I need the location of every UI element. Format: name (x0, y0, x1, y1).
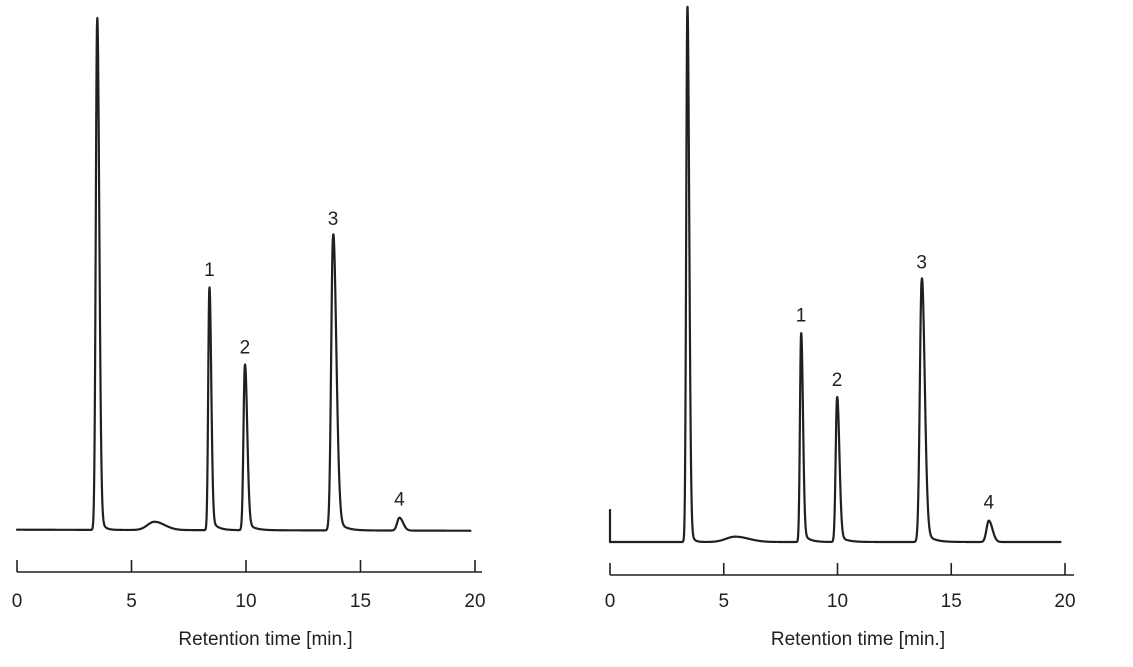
peak-label: 4 (983, 493, 994, 514)
peak-label: 1 (204, 260, 215, 281)
x-axis-title: Retention time [min.] (771, 629, 945, 650)
x-tick-label: 10 (235, 591, 256, 612)
x-axis-title: Retention time [min.] (178, 629, 352, 650)
peak-label: 3 (328, 209, 339, 230)
peak-label: 3 (916, 252, 927, 273)
chromatogram-right: 0 5 10 15 20 Retention time [min.] 1 2 3 4 (605, 5, 1076, 650)
peak-label: 4 (394, 490, 405, 511)
peak-label: 2 (240, 337, 251, 358)
peak-label: 1 (796, 306, 807, 327)
x-tick-label: 15 (350, 591, 371, 612)
x-tick-label: 10 (827, 591, 848, 612)
peak-label: 2 (832, 370, 843, 391)
x-tick-label: 5 (718, 591, 729, 612)
chromatogram-trace (15, 16, 472, 532)
x-tick-label: 20 (1054, 591, 1075, 612)
x-tick-label: 5 (126, 591, 137, 612)
chromatogram-trace (608, 5, 1062, 544)
chromatogram-left: 0 5 10 15 20 Retention time [min.] 1 2 3 4 (12, 16, 486, 650)
x-tick-label: 15 (941, 591, 962, 612)
x-tick-label: 0 (12, 591, 23, 612)
x-tick-label: 0 (605, 591, 616, 612)
x-tick-label: 20 (464, 591, 485, 612)
